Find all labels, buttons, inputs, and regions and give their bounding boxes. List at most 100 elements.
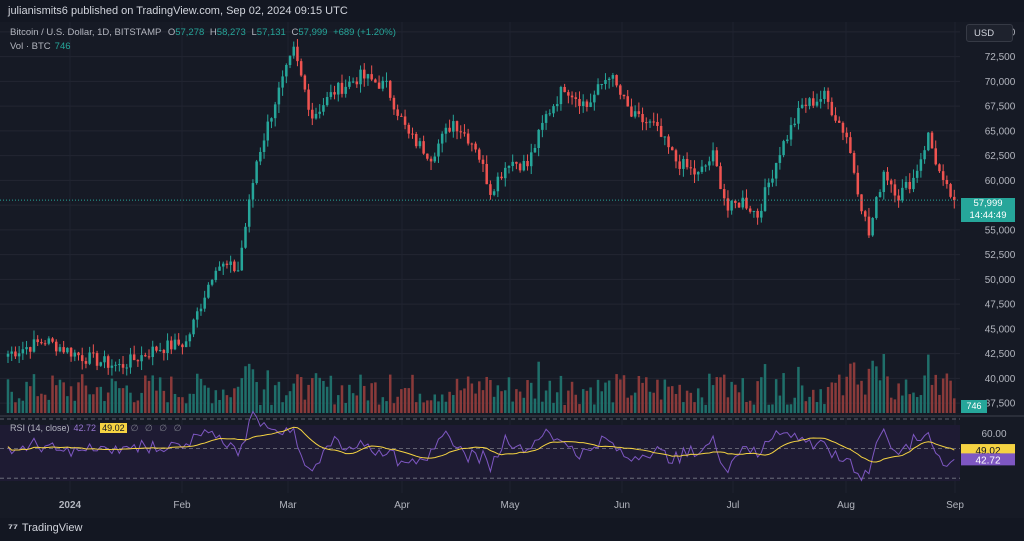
candle-body	[837, 120, 841, 123]
volume-bar	[841, 395, 845, 413]
volume-bar	[236, 386, 240, 413]
candle-body	[158, 349, 162, 351]
candle-body	[32, 339, 36, 352]
candle-body	[247, 199, 251, 227]
volume-bar	[904, 379, 908, 413]
candle-body	[288, 55, 292, 66]
volume-bar	[377, 404, 381, 413]
candle-body	[411, 133, 414, 135]
volume-bar	[752, 404, 756, 413]
volume-bar	[934, 374, 937, 413]
candle-body	[303, 75, 307, 90]
price-tick-label: 47,500	[985, 300, 1016, 311]
volume-bar	[229, 397, 232, 413]
volume-bar	[188, 393, 192, 413]
volume-bar	[54, 385, 58, 413]
volume-bar	[362, 385, 366, 413]
volume-bar	[374, 382, 377, 413]
candle-body	[314, 113, 318, 119]
candle-body	[682, 158, 685, 169]
volume-bar	[299, 377, 303, 413]
volume-bar	[581, 389, 585, 413]
candle-body	[17, 353, 21, 357]
currency-button[interactable]: USD	[966, 24, 1013, 42]
candle-body	[307, 89, 310, 110]
candle-body	[6, 353, 10, 357]
candle-body	[652, 121, 655, 123]
volume-bar	[344, 402, 347, 413]
candle-body	[778, 155, 782, 163]
candle-body	[826, 90, 830, 102]
tradingview-brand: TradingView	[21, 522, 83, 534]
volume-bar	[47, 399, 51, 413]
candle-body	[808, 98, 811, 106]
volume-bar	[6, 379, 10, 413]
candle-body	[797, 107, 800, 124]
candle-body	[897, 195, 900, 201]
candle-body	[515, 161, 518, 164]
volume-bar	[604, 382, 607, 413]
volume-bar	[715, 377, 719, 413]
candle-body	[863, 211, 867, 217]
volume-bar	[136, 400, 140, 413]
volume-value: 746	[54, 41, 71, 52]
candle-body	[129, 354, 132, 368]
volume-bar	[114, 381, 117, 413]
candle-body	[574, 97, 578, 99]
volume-bar	[370, 383, 373, 413]
candle-body	[893, 184, 897, 196]
candle-body	[273, 104, 277, 119]
candle-body	[188, 334, 192, 342]
volume-bar	[381, 397, 385, 413]
volume-bar	[704, 404, 707, 413]
volume-bar	[548, 380, 552, 413]
candle-body	[938, 164, 941, 172]
volume-bar	[511, 401, 514, 413]
volume-bar	[121, 388, 125, 413]
tradingview-logo[interactable]: ⁷⁷ TradingView	[8, 521, 82, 535]
volume-bar	[314, 373, 318, 413]
volume-bar	[570, 381, 574, 413]
volume-bar	[678, 384, 681, 413]
candle-body	[140, 355, 143, 362]
volume-bar	[73, 400, 77, 413]
candle-body	[359, 69, 362, 85]
volume-bar	[247, 363, 251, 413]
volume-bar	[719, 377, 722, 413]
volume-bar	[945, 373, 949, 413]
symbol-label[interactable]: Bitcoin / U.S. Dollar, 1D, BITSTAMP	[10, 27, 162, 38]
candle-body	[374, 79, 377, 83]
volume-bar	[400, 389, 403, 413]
candle-body	[73, 352, 77, 357]
volume-bar	[351, 393, 355, 413]
low-label: L	[251, 27, 257, 38]
candle-body	[255, 161, 258, 184]
rsi-value: 42.72	[73, 423, 97, 433]
candle-body	[266, 121, 270, 141]
candle-body	[437, 143, 440, 157]
candle-body	[440, 133, 444, 144]
volume-bar	[337, 395, 340, 413]
candle-body	[767, 182, 770, 188]
open-label: O	[167, 27, 176, 38]
volume-bar	[522, 397, 526, 413]
candle-body	[626, 96, 629, 107]
rsi-label[interactable]: RSI (14, close)	[10, 423, 70, 433]
candle-body	[604, 80, 607, 84]
volume-bar	[233, 388, 236, 413]
volume-bar	[607, 380, 611, 413]
high-value: 58,273	[216, 27, 246, 38]
volume-bar	[25, 381, 28, 413]
candle-body	[463, 132, 466, 134]
volume-bar	[51, 375, 54, 413]
volume-bar	[10, 391, 13, 413]
volume-label[interactable]: Vol · BTC	[10, 41, 51, 52]
candle-body	[162, 349, 166, 353]
candle-body	[210, 279, 214, 285]
volume-bar	[84, 385, 88, 413]
candle-body	[177, 339, 180, 345]
volume-bar	[207, 387, 210, 413]
candle-body	[648, 121, 652, 123]
volume-bar	[615, 374, 618, 413]
